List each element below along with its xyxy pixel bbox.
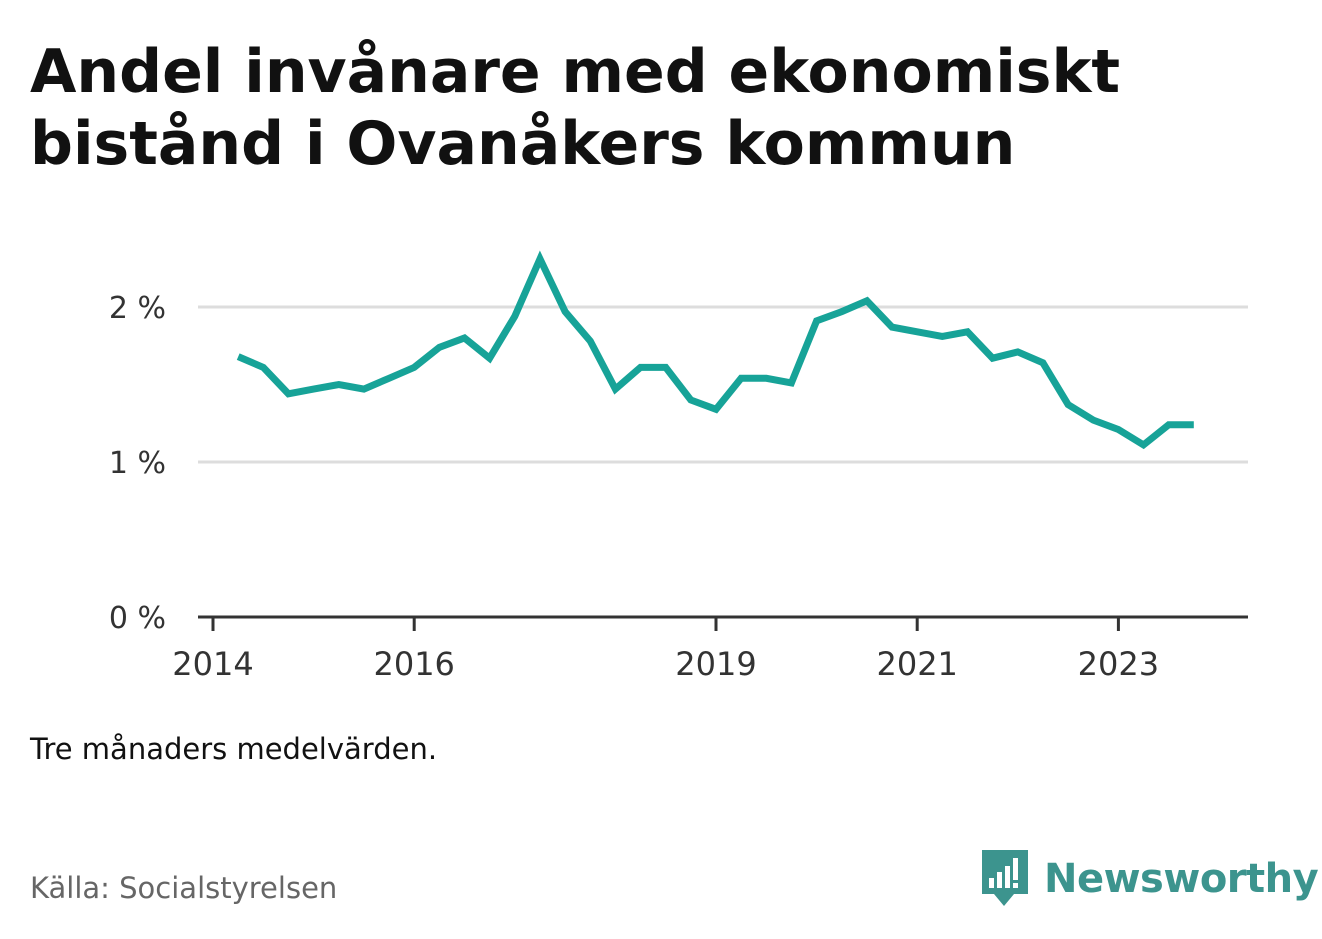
newsworthy-logo-text: Newsworthy (1044, 856, 1319, 902)
y-axis-ticks: 0 % 1 % 2 % (109, 291, 166, 636)
x-tick-label: 2019 (675, 645, 756, 683)
x-tick-label: 2014 (172, 645, 253, 683)
newsworthy-logo-icon (982, 850, 1028, 906)
x-tick-label: 2016 (373, 645, 454, 683)
gridlines (198, 305, 1248, 464)
chart-note: Tre månaders medelvärden. (30, 732, 438, 766)
x-tick-label: 2023 (1078, 645, 1159, 683)
y-tick-label: 0 % (109, 601, 166, 636)
newsworthy-logo: Newsworthy (980, 848, 1319, 910)
series-line (236, 250, 1194, 450)
y-tick-label: 2 % (109, 291, 166, 326)
x-axis-ticks: 2014 2016 2019 2021 2023 (172, 617, 1159, 683)
x-tick-label: 2021 (876, 645, 957, 683)
chart-title: Andel invånare med ekonomiskt bistånd i … (30, 37, 1121, 179)
series-layer (236, 250, 1194, 450)
source-text: Källa: Socialstyrelsen (30, 871, 338, 905)
y-tick-label: 1 % (109, 446, 166, 481)
